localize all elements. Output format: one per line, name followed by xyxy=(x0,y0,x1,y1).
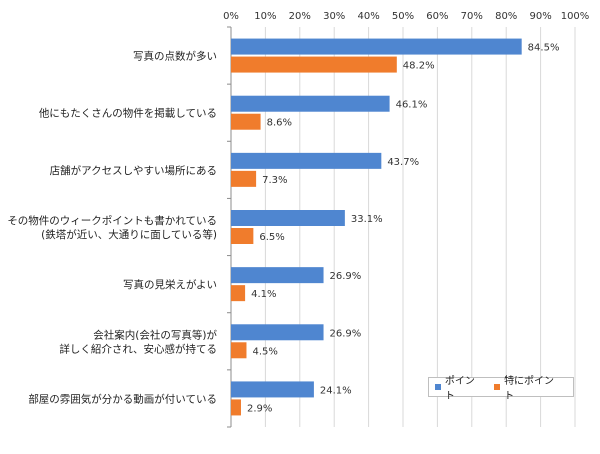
data-label: 84.5% xyxy=(528,43,560,54)
category-label: 写真の見栄えがよい xyxy=(123,278,217,291)
x-tick-label: 60% xyxy=(426,11,448,22)
bar-point xyxy=(231,324,324,341)
bar-point xyxy=(231,267,324,284)
x-tick-label: 20% xyxy=(289,11,311,22)
x-tick-label: 50% xyxy=(392,11,414,22)
bar-special-point xyxy=(231,342,247,359)
data-label: 33.1% xyxy=(351,214,383,225)
category-label: 詳しく紹介され、安心感が持てる xyxy=(59,342,217,355)
data-label: 7.3% xyxy=(262,175,287,186)
data-label: 26.9% xyxy=(330,271,362,282)
legend-swatch-special-point xyxy=(494,384,501,390)
x-tick-label: 40% xyxy=(357,11,379,22)
data-label: 6.5% xyxy=(259,232,284,243)
x-tick-label: 30% xyxy=(323,11,345,22)
x-tick-label: 10% xyxy=(254,11,276,22)
bar-point xyxy=(231,152,382,169)
data-label: 4.1% xyxy=(251,289,276,300)
legend-item-special-point: 特にポイント xyxy=(494,372,563,402)
legend-item-point: ポイント xyxy=(435,372,484,402)
legend-label-point: ポイント xyxy=(444,376,475,402)
category-label: 店舗がアクセスしやすい場所にある xyxy=(50,164,217,177)
x-tick-label: 100% xyxy=(561,11,590,22)
bar-point xyxy=(231,381,314,398)
bar-special-point xyxy=(231,285,246,302)
data-label: 46.1% xyxy=(396,100,428,111)
category-label: その物件のウィークポイントも書かれている xyxy=(7,214,217,227)
category-label: 写真の点数が多い xyxy=(133,50,217,63)
bar-special-point xyxy=(231,56,397,73)
legend-swatch-point xyxy=(435,384,441,390)
data-label: 26.9% xyxy=(330,328,362,339)
bar-special-point xyxy=(231,228,254,244)
bar-special-point xyxy=(231,399,241,416)
x-tick-label: 90% xyxy=(529,11,551,22)
data-label: 43.7% xyxy=(387,157,419,168)
legend: ポイント 特にポイント xyxy=(428,376,574,402)
bar-special-point xyxy=(231,170,257,187)
data-label: 48.2% xyxy=(403,61,435,72)
bar-point xyxy=(231,38,522,55)
x-tick-label: 70% xyxy=(461,11,483,22)
x-tick-label: 80% xyxy=(495,11,517,22)
bar-point xyxy=(231,95,390,112)
category-label: 他にもたくさんの物件を掲載している xyxy=(39,107,217,120)
bar-point xyxy=(231,210,345,226)
data-label: 2.9% xyxy=(247,403,272,414)
category-label: 部屋の雰囲気が分かる動画が付いている xyxy=(28,392,217,405)
category-label: (鉄塔が近い、大通りに面している等) xyxy=(41,228,217,241)
bar-special-point xyxy=(231,113,261,130)
data-label: 24.1% xyxy=(320,385,352,396)
category-label: 会社案内(会社の写真等)が xyxy=(93,328,217,341)
data-label: 4.5% xyxy=(252,346,277,357)
x-tick-label: 0% xyxy=(223,11,239,22)
legend-label-special-point: 特にポイント xyxy=(504,376,555,402)
data-label: 8.6% xyxy=(267,118,292,129)
